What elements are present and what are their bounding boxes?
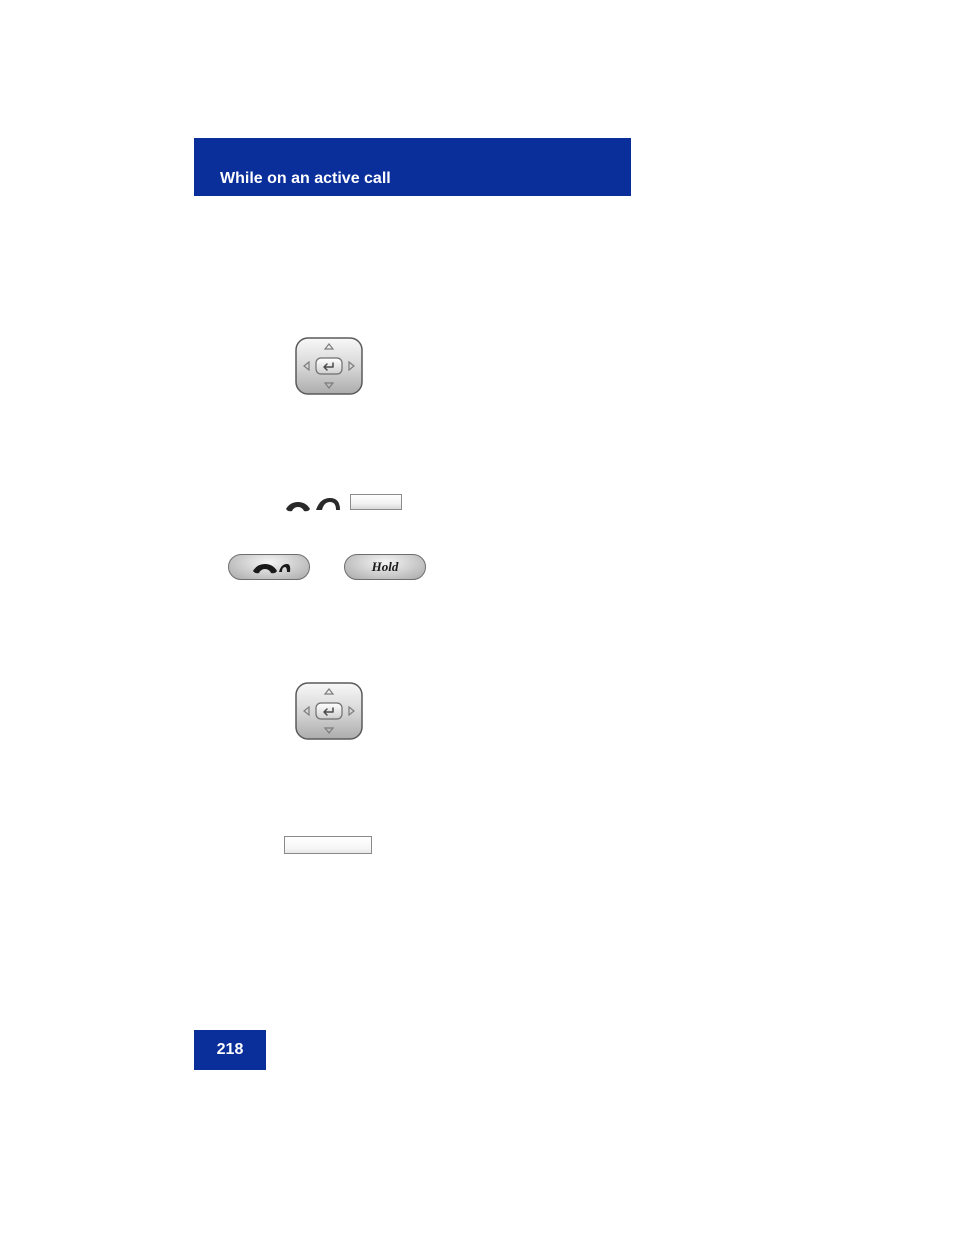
hold-label: Hold [372, 559, 399, 575]
soft-key-icon [284, 836, 372, 854]
line-key-icon [350, 494, 402, 510]
header-title: While on an active call [220, 170, 391, 188]
hold-pill-key: Hold [344, 554, 426, 580]
page-container: While on an active call [194, 138, 631, 1016]
page-number-box: 218 [194, 1030, 266, 1070]
page-number: 218 [217, 1041, 244, 1059]
content-area: Hold [194, 196, 631, 1016]
handset-pill-key [228, 554, 310, 580]
header-bar: While on an active call [194, 138, 631, 196]
nav-cluster-icon [294, 336, 364, 396]
nav-cluster-icon [294, 681, 364, 741]
